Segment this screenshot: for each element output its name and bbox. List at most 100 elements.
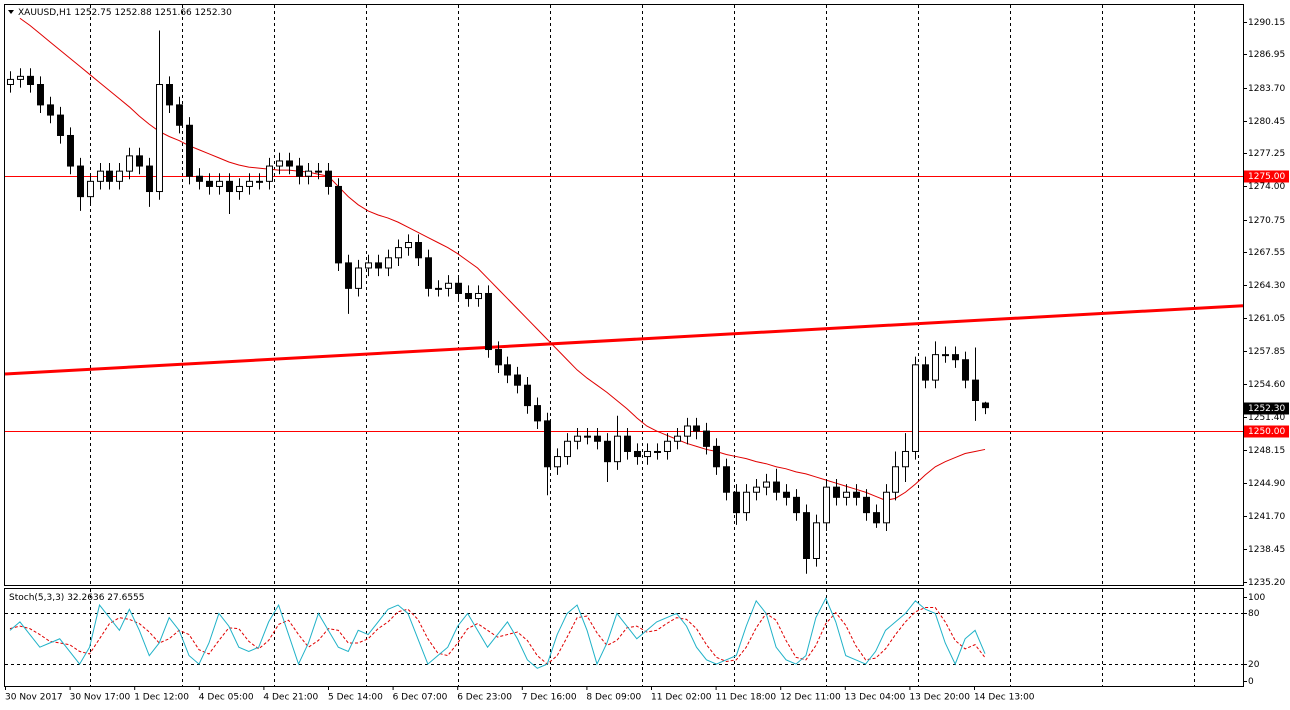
y-tick-label: 1244.90 [1248,479,1285,489]
y-tick-label: 1261.05 [1248,314,1285,324]
candle-body [335,185,342,264]
price-tag-label: 1250.00 [1248,427,1285,437]
candle-body [803,512,810,559]
candle-body [67,134,74,167]
x-tick-label: 4 Dec 21:00 [263,693,318,703]
candle-body [405,242,412,249]
x-tick-label: 8 Dec 09:00 [586,693,641,703]
x-tick-label: 7 Dec 16:00 [522,693,577,703]
candle-body [27,75,34,86]
candle-body [455,282,462,294]
candle-body [783,491,790,498]
moving-average [19,17,986,501]
stoch-name: Stoch(5,3,3) [9,593,64,603]
y-tick-label: 1241.70 [1248,512,1285,522]
candle-body [495,349,502,366]
candle-body [276,160,283,167]
price-pane [4,17,1244,574]
candle-body [226,180,233,193]
stoch-y-tick-label: 80 [1248,609,1260,619]
y-tick-label: 1235.20 [1248,578,1285,588]
candle-body [574,435,581,442]
candle-body [246,180,253,187]
chart-header: XAUUSD,H1 1252.75 1252.88 1251.66 1252.3… [18,8,232,18]
stoch-d-line [9,607,986,665]
y-tick-label: 1270.75 [1248,216,1285,226]
candle-body [982,402,989,409]
candle-body [365,262,372,269]
candle-body [176,104,183,126]
candle-body [624,435,631,452]
candle-body [57,114,64,136]
candle-body [385,257,392,269]
candle-body [156,84,163,193]
candle-body [305,170,312,177]
last-price-label: 1252.30 [1248,404,1285,414]
candle-body [634,450,641,458]
candle-body [873,512,880,524]
x-tick-label: 11 Dec 02:00 [651,693,712,703]
candle-body [892,466,899,493]
candle-body [47,104,54,116]
candle-body [106,170,113,182]
candle-body [883,491,890,524]
last-price-tag [1244,402,1289,415]
candle-body [425,257,432,289]
candle-body [743,491,750,514]
x-tick-label: 6 Dec 23:00 [457,693,512,703]
x-tick-label: 14 Dec 13:00 [974,693,1035,703]
candle-body [504,364,511,376]
candle-body [475,292,482,300]
candle-body [564,440,571,458]
candle-body [395,247,402,259]
stoch-y-tick-label: 0 [1248,677,1254,687]
y-tick-label: 1283.70 [1248,84,1285,94]
candle-body [485,292,492,351]
candle-body [37,84,44,106]
candle-body [813,522,820,559]
stoch-y-tick-label: 100 [1248,593,1265,603]
candle-body [853,491,860,498]
y-tick-label: 1264.30 [1248,281,1285,291]
candle-body [345,262,352,289]
candle-body [87,180,94,198]
candle-body [644,450,651,458]
symbol: XAUUSD,H1 [18,8,72,18]
candle-body [594,435,601,442]
candle-body [912,364,919,452]
candle-body [703,430,710,447]
y-tick-label: 1254.60 [1248,380,1285,390]
x-tick-label: 30 Nov 2017 [5,693,63,703]
candle-body [435,287,442,290]
menu-triangle[interactable] [8,10,14,14]
x-tick-label: 1 Dec 12:00 [134,693,189,703]
stochastic-header: Stoch(5,3,3) 32.2636 27.6555 [9,593,145,603]
ohlc-open: 1252.75 [74,8,111,18]
stoch-k-value: 32.2636 [67,593,104,603]
ohlc-close: 1252.30 [195,8,232,18]
candle-body [604,440,611,463]
y-tick-label: 1251.40 [1248,413,1285,423]
candle-body [902,450,909,468]
y-tick-label: 1248.15 [1248,446,1285,456]
candle-body [296,165,303,177]
candle-body [793,496,800,514]
candle-body [544,420,551,468]
candle-body [972,379,979,402]
candle-body [664,440,671,452]
candle-body [962,359,969,381]
candle-body [733,491,740,514]
y-tick-label: 1290.15 [1248,18,1285,28]
stochastic-pane [5,597,1243,669]
candle-body [355,267,362,289]
x-tick-label: 5 Dec 14:00 [328,693,383,703]
price-frame [4,4,1244,586]
candle-body [315,170,322,173]
candle-body [77,165,84,198]
candle-body [116,170,123,182]
candle-body [445,282,452,289]
ohlc-low: 1251.66 [155,8,192,18]
candle-body [206,180,213,187]
